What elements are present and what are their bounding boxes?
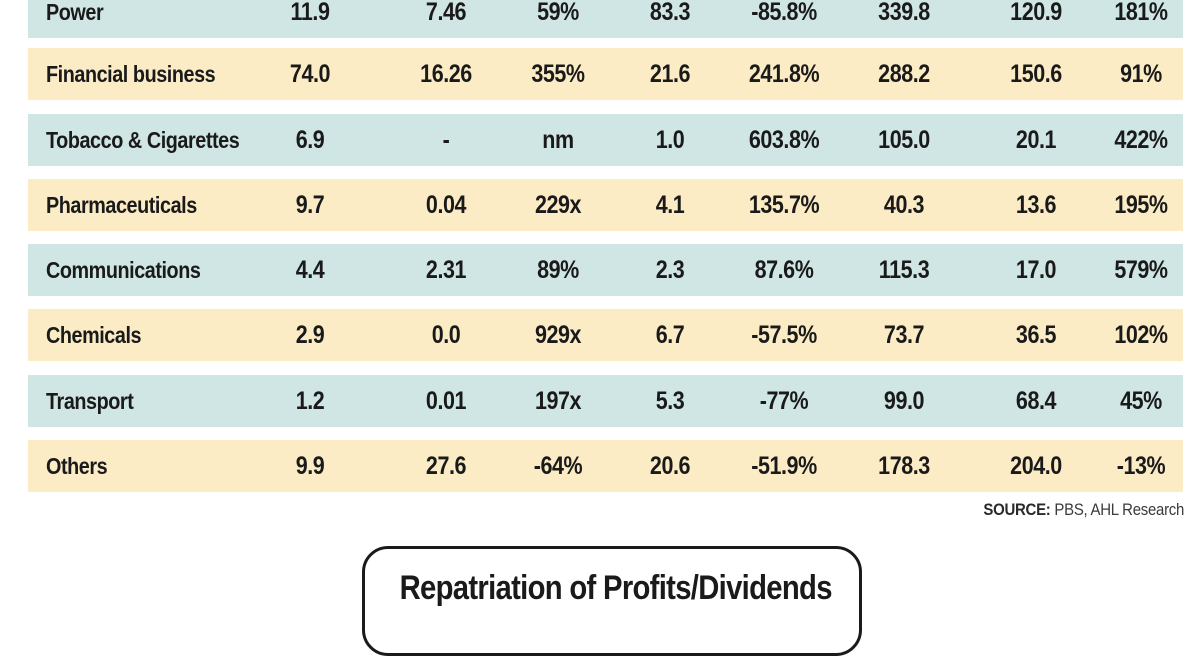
- table-cell: 83.3: [649, 0, 691, 26]
- next-chart-box: Repatriation of Profits/Dividends: [362, 546, 862, 656]
- table-cell: 241.8%: [748, 60, 820, 88]
- table-row: Pharmaceuticals 9.7 0.04 229x 4.1 135.7% 40.3 1…: [28, 179, 1183, 231]
- row-label: Power: [46, 0, 104, 25]
- table-cell: -85.8%: [751, 0, 817, 26]
- table-cell: 0.01: [425, 387, 467, 415]
- table-cell: 579%: [1114, 256, 1168, 284]
- source-text: PBS, AHL Research: [1054, 500, 1184, 519]
- table-cell: 102%: [1114, 321, 1168, 349]
- table-cell: 4.1: [655, 191, 685, 219]
- row-label: Communications: [46, 257, 201, 283]
- table-cell: 17.0: [1015, 256, 1057, 284]
- table-cell: 89%: [537, 256, 579, 284]
- table-row: Communications 4.4 2.31 89% 2.3 87.6% 115.3 17.…: [28, 244, 1183, 296]
- next-chart-title: Repatriation of Profits/Dividends: [399, 569, 833, 607]
- table-cell: 2.31: [425, 256, 467, 284]
- table-cell: 4.4: [295, 256, 325, 284]
- table-cell: 6.9: [295, 126, 325, 154]
- table-row: Transport 1.2 0.01 197x 5.3 -77% 99.0 68.4 45%: [28, 375, 1183, 427]
- table-cell: 27.6: [425, 452, 467, 480]
- row-label: Financial business: [46, 61, 216, 87]
- table-cell: 21.6: [649, 60, 691, 88]
- table-cell: 5.3: [655, 387, 685, 415]
- table-cell: 150.6: [1010, 60, 1062, 88]
- table-cell: 195%: [1114, 191, 1168, 219]
- table-cell: 135.7%: [748, 191, 820, 219]
- table-row: Power 11.9 7.46 59% 83.3 -85.8% 339.8 120.9 181%: [28, 0, 1183, 38]
- table-cell: -77%: [759, 387, 809, 415]
- row-label: Pharmaceuticals: [46, 192, 197, 218]
- table-cell: 2.3: [655, 256, 685, 284]
- row-label: Transport: [46, 388, 134, 414]
- table-cell: -64%: [533, 452, 583, 480]
- table-cell: -13%: [1116, 452, 1166, 480]
- table-cell: 929x: [534, 321, 582, 349]
- source-note: SOURCE: PBS, AHL Research: [983, 500, 1184, 520]
- row-label: Others: [46, 453, 108, 479]
- table-cell: 74.0: [289, 60, 331, 88]
- table-cell: 603.8%: [748, 126, 820, 154]
- table-cell: nm: [542, 126, 574, 154]
- table-cell: 40.3: [883, 191, 925, 219]
- table-row: Chemicals 2.9 0.0 929x 6.7 -57.5% 73.7 36.5 102%: [28, 309, 1183, 361]
- table-cell: 0.04: [425, 191, 467, 219]
- table-cell: 59%: [537, 0, 579, 26]
- table-cell: -57.5%: [751, 321, 817, 349]
- table-cell: 229x: [534, 191, 582, 219]
- source-label: SOURCE:: [983, 500, 1051, 519]
- table-cell: 339.8: [878, 0, 930, 26]
- table-cell: -51.9%: [751, 452, 817, 480]
- table-cell: 120.9: [1010, 0, 1062, 26]
- table-cell: 1.2: [295, 387, 325, 415]
- table-cell: 9.7: [295, 191, 325, 219]
- table-cell: 13.6: [1015, 191, 1057, 219]
- table-cell: 91%: [1120, 60, 1162, 88]
- table-cell: 16.26: [420, 60, 472, 88]
- table-cell: 181%: [1114, 0, 1168, 26]
- table-cell: 2.9: [295, 321, 325, 349]
- table-cell: 20.1: [1015, 126, 1057, 154]
- table-row: Financial business 74.0 16.26 355% 21.6 241.8…: [28, 48, 1183, 100]
- row-label: Chemicals: [46, 322, 142, 348]
- table-cell: 87.6%: [754, 256, 814, 284]
- row-label: Tobacco & Cigarettes: [46, 127, 240, 153]
- table-cell: 9.9: [295, 452, 325, 480]
- table-cell: 204.0: [1010, 452, 1062, 480]
- table-cell: 7.46: [425, 0, 467, 26]
- table-cell: 20.6: [649, 452, 691, 480]
- table-cell: 11.9: [290, 0, 330, 26]
- table-cell: 288.2: [878, 60, 930, 88]
- table-cell: 0.0: [431, 321, 461, 349]
- table-cell: 197x: [534, 387, 582, 415]
- table-cell: 115.3: [878, 256, 930, 284]
- table-row: Tobacco & Cigarettes 6.9 - nm 1.0 603.8% 105.0…: [28, 114, 1183, 166]
- table-cell: 45%: [1120, 387, 1162, 415]
- table-cell: 1.0: [655, 126, 685, 154]
- table-cell: 355%: [531, 60, 585, 88]
- table-cell: -: [442, 126, 450, 154]
- table-cell: 178.3: [878, 452, 930, 480]
- table-cell: 36.5: [1015, 321, 1057, 349]
- table-cell: 68.4: [1015, 387, 1057, 415]
- table-row: Others 9.9 27.6 -64% 20.6 -51.9% 178.3 204.0 -13…: [28, 440, 1183, 492]
- table-cell: 105.0: [878, 126, 930, 154]
- table-cell: 6.7: [655, 321, 685, 349]
- table-cell: 99.0: [883, 387, 925, 415]
- table-cell: 422%: [1114, 126, 1168, 154]
- table-cell: 73.7: [883, 321, 925, 349]
